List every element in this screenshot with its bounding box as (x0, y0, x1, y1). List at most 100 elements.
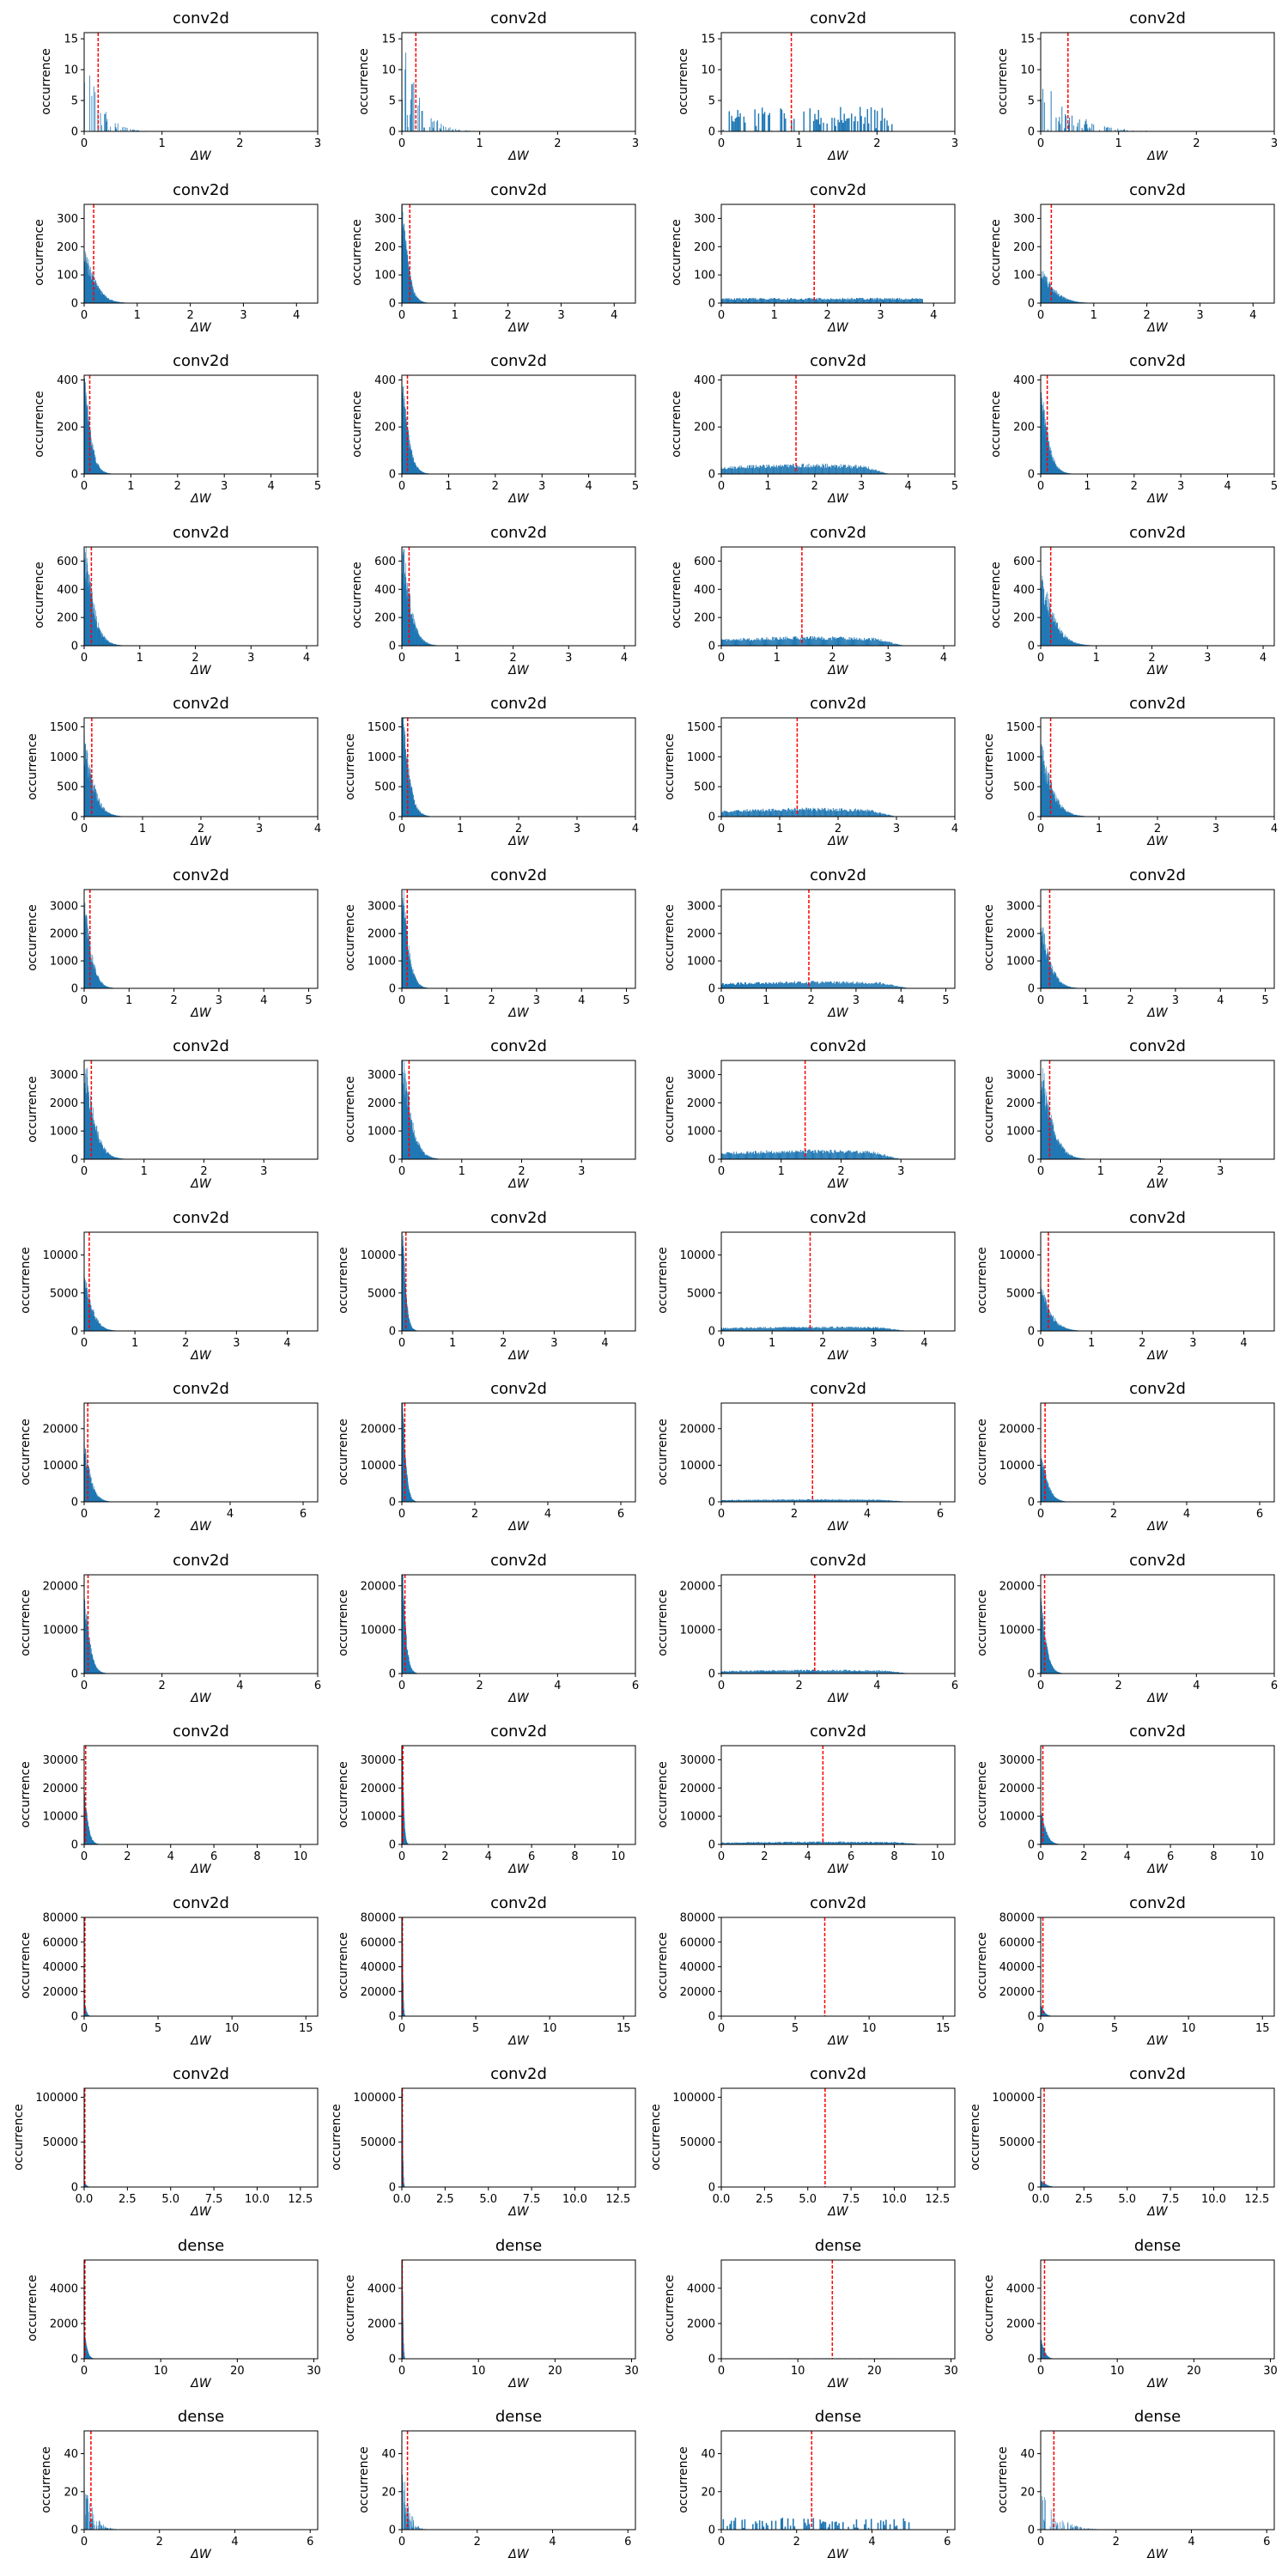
histogram-bar (1079, 301, 1080, 303)
histogram-bar (848, 118, 850, 131)
histogram-bar (735, 639, 737, 646)
histogram-bar (787, 466, 788, 474)
x-tick: 3 (893, 817, 900, 835)
x-tick: 4 (578, 987, 585, 1007)
panel-title: conv2d (1129, 180, 1186, 199)
histogram-bar (1056, 295, 1057, 303)
histogram-bar (866, 467, 868, 474)
histogram-bar (724, 466, 726, 474)
histogram-bar (723, 298, 725, 303)
x-tick-label: 3 (877, 309, 884, 322)
histogram-bar (1041, 277, 1042, 303)
histogram-bar (779, 298, 781, 303)
histogram-bar (888, 641, 890, 646)
y-tick-label: 10 (1020, 64, 1035, 77)
histogram-bar (848, 465, 849, 474)
histogram-bar (856, 468, 858, 474)
y-tick: 1000 (687, 751, 721, 764)
histogram-bar (781, 109, 783, 131)
histogram-bar (1061, 634, 1062, 646)
histogram-bar (752, 983, 754, 988)
histogram-bar (1089, 127, 1091, 131)
histogram-bar (846, 639, 848, 646)
histogram-bar (857, 810, 859, 817)
histogram-bar (759, 811, 761, 817)
histogram-bar (779, 810, 781, 817)
histogram-bar (749, 297, 750, 303)
axes-frame (83, 204, 319, 303)
y-tick: 0 (389, 982, 402, 995)
histogram-bar (1070, 299, 1071, 303)
histogram-bar (832, 982, 834, 988)
x-tick-label: 2 (191, 652, 198, 665)
y-tick: 400 (374, 374, 402, 387)
histogram-bar (741, 982, 743, 988)
histogram-bar (862, 297, 864, 303)
x-tick: 4 (293, 302, 300, 322)
histogram-bar (730, 465, 732, 474)
y-tick: 200 (374, 422, 402, 434)
histogram-bar (865, 640, 866, 646)
histogram-bar (753, 465, 755, 474)
histogram-bar (766, 465, 768, 474)
histogram-bar (1081, 127, 1083, 131)
y-tick: 0 (708, 811, 721, 824)
histogram-bar (865, 466, 866, 474)
histogram-bar (761, 466, 762, 474)
histogram-bar (869, 470, 871, 474)
x-tick-label: 0 (1037, 137, 1044, 150)
histogram-bar (1078, 815, 1079, 817)
histogram-bar (823, 982, 825, 988)
histogram-bar (125, 127, 126, 131)
histogram-bar (757, 466, 759, 474)
histogram-bar (1067, 300, 1068, 303)
histogram-bar (827, 810, 829, 817)
histogram-bar (1064, 811, 1066, 817)
y-tick-label: 0 (1028, 297, 1035, 310)
histogram-bar (733, 469, 735, 474)
histogram-bar (1082, 644, 1084, 646)
histogram-bar (1069, 640, 1070, 646)
histogram-bar (818, 465, 819, 474)
y-tick: 1500 (50, 721, 84, 734)
histogram-bar (811, 635, 813, 646)
y-tick-label: 1000 (50, 751, 78, 764)
histogram-bar (851, 637, 853, 646)
histogram-bar (869, 297, 872, 303)
histogram-bar (1051, 788, 1053, 817)
x-tick-label: 2 (823, 309, 830, 322)
histogram-bar (818, 124, 821, 131)
histogram-bar (858, 809, 860, 817)
histogram-bar (849, 639, 851, 646)
histogram-bar (783, 466, 784, 474)
histogram-bar (845, 640, 847, 646)
y-tick-label: 3000 (50, 900, 78, 913)
histogram-bar (889, 641, 890, 646)
histogram-bar (765, 299, 767, 303)
histogram-bar (860, 639, 862, 646)
histogram-bar (100, 112, 101, 131)
histogram-bar (873, 640, 875, 646)
histogram-bar (818, 297, 820, 303)
histogram-bar (1110, 127, 1112, 131)
histogram-bar (772, 809, 774, 817)
histogram-bar (775, 298, 777, 303)
y-tick: 200 (1013, 240, 1041, 253)
histogram-bar (874, 297, 876, 303)
histogram-bar (787, 807, 789, 817)
histogram-bar (808, 463, 810, 474)
histogram-bar (829, 299, 831, 303)
histogram-bar (870, 982, 872, 988)
histogram-bar (1103, 126, 1105, 131)
histogram-bar (1080, 301, 1082, 303)
histogram-bar (726, 983, 727, 988)
histogram-bar (904, 299, 906, 303)
x-tick-label: 5 (1271, 480, 1278, 493)
y-tick: 600 (1013, 555, 1041, 568)
x-tick: 1 (1115, 131, 1122, 150)
histogram-bar (1043, 102, 1045, 131)
x-tick-label: 2 (873, 137, 880, 150)
